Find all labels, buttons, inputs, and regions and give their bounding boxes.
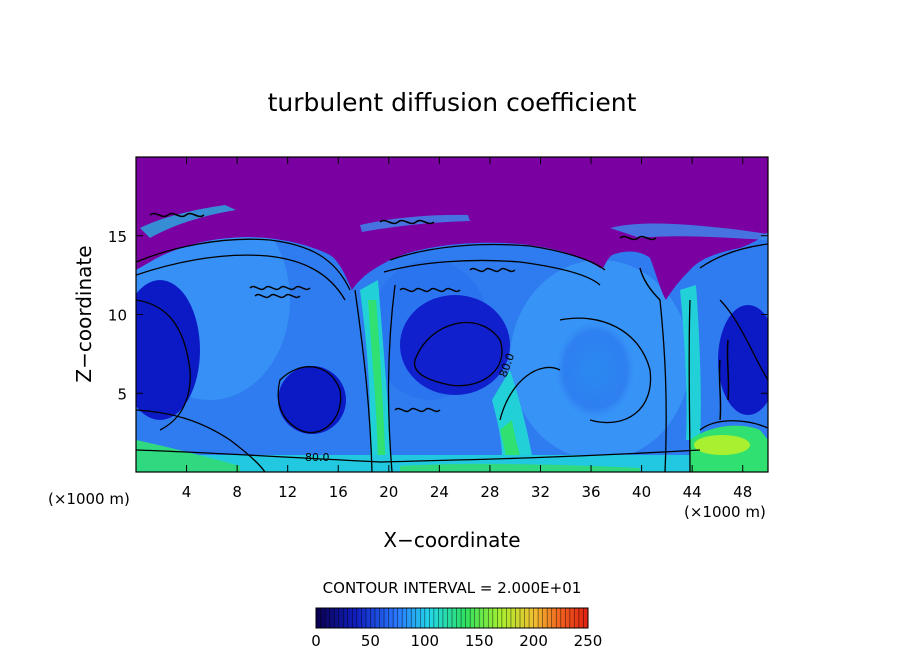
- colorbar-tick-label: 50: [361, 632, 380, 650]
- upper-region: [136, 157, 768, 300]
- x-tick-label: 16: [329, 483, 348, 501]
- colorbar-tick-label: 100: [410, 632, 439, 650]
- updraft-column: [680, 285, 701, 440]
- y-tick-label: 5: [117, 385, 127, 403]
- updraft-column: [492, 370, 535, 472]
- colorbar-tick-label: 150: [465, 632, 494, 650]
- x-axis-unit-right: (×1000 m): [684, 503, 766, 521]
- x-tick-label: 12: [278, 483, 297, 501]
- contour-label: 80.0: [305, 451, 330, 464]
- contour-lines: [136, 238, 768, 472]
- colorbar-frame: [315, 607, 589, 629]
- colorbar: 0 50 100 150 200 250: [311, 607, 603, 650]
- colorbar-tick-label: 250: [574, 632, 603, 650]
- x-tick-label: 40: [632, 483, 651, 501]
- updraft-column: [368, 300, 386, 472]
- cloud-filament: [140, 205, 236, 238]
- x-axis-unit-left: (×1000 m): [48, 490, 130, 508]
- y-axis-label: Z−coordinate: [72, 245, 96, 382]
- vortex-core-left2: [278, 366, 346, 434]
- y-tick-label: 10: [108, 307, 127, 325]
- vortex-core-right: [718, 305, 768, 415]
- contour-interval-label: CONTOUR INTERVAL = 2.000E+01: [323, 579, 582, 597]
- plot-area: 80.0 80.0: [136, 157, 768, 472]
- x-tick-label: 24: [430, 483, 449, 501]
- x-tick-label: 8: [232, 483, 242, 501]
- vortex-ring: [550, 315, 640, 425]
- vortex-core-left: [136, 280, 200, 420]
- x-tick-label: 36: [581, 483, 600, 501]
- x-tick-label: 4: [182, 483, 192, 501]
- colorbar-tick-label: 200: [519, 632, 548, 650]
- colorbar-tick-label: 0: [311, 632, 321, 650]
- surface-layer-green: [400, 463, 640, 472]
- vortex-core-center: [400, 295, 510, 395]
- surface-layer-green: [136, 440, 240, 472]
- x-tick-label: 20: [379, 483, 398, 501]
- y-tick-label: 15: [108, 228, 127, 246]
- cloud-filament: [610, 223, 768, 240]
- x-tick-label: 32: [531, 483, 550, 501]
- chart-title: turbulent diffusion coefficient: [268, 88, 637, 117]
- x-axis-label: X−coordinate: [383, 528, 520, 552]
- x-tick-label: 48: [733, 483, 752, 501]
- warm-spot: [694, 435, 750, 455]
- x-tick-label: 44: [683, 483, 702, 501]
- x-tick-label: 28: [480, 483, 499, 501]
- contour-clusters: [149, 212, 730, 421]
- x-axis: 4 8 12 16 20 24 28 32 36 40 44 48: [182, 157, 752, 501]
- y-axis: 5 10 15: [108, 228, 768, 403]
